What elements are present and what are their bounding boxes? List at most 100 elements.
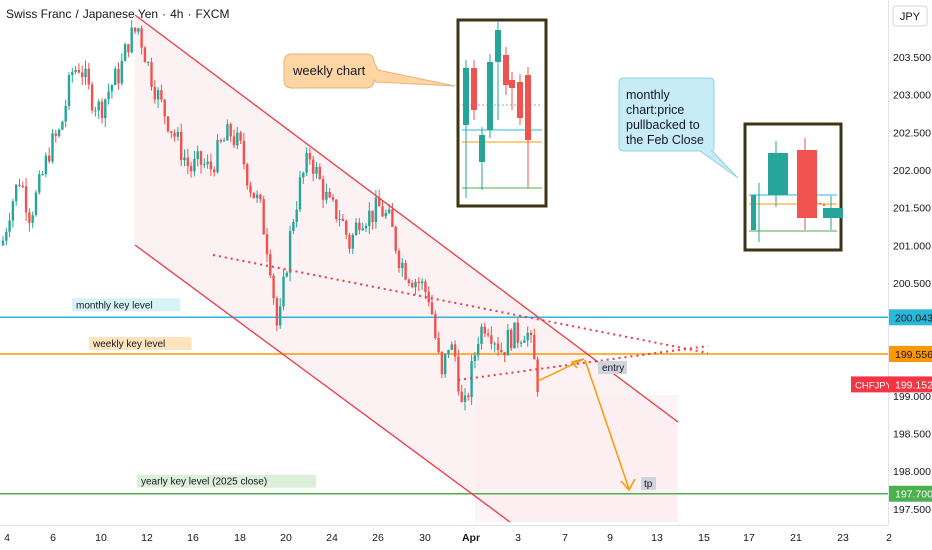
time-tick-label: 13 <box>651 532 663 544</box>
price-axis-bg <box>888 0 932 525</box>
quote-currency: Japanese Yen <box>82 7 159 21</box>
bear-candle <box>318 166 321 180</box>
bull-candle <box>71 71 74 76</box>
price-tick-label: 201.500 <box>893 203 931 215</box>
weekly-price-tag: 199.556 <box>895 349 932 361</box>
time-tick-label: 12 <box>141 532 153 544</box>
bull-candle <box>8 220 11 232</box>
bear-candle <box>100 101 104 119</box>
price-tick-label: 202.000 <box>893 165 931 177</box>
bull-candle <box>110 85 114 92</box>
symbol-tag-bg <box>851 376 890 393</box>
bull-candle <box>123 44 127 62</box>
price-tick-label: 197.500 <box>893 504 931 516</box>
bear-candle <box>24 186 28 213</box>
time-tick-label: 6 <box>50 532 56 544</box>
inset-candle <box>768 153 788 195</box>
weekly-callout-text: weekly chart <box>292 63 366 78</box>
currency-label: JPY <box>900 11 921 23</box>
bear-candle <box>54 133 57 136</box>
bear-candle <box>510 329 513 349</box>
bear-candle <box>252 192 255 199</box>
inset-candle <box>525 75 531 140</box>
bear-candle <box>28 212 31 223</box>
bull-candle <box>354 222 358 235</box>
bear-candle <box>341 218 345 221</box>
bear-candle <box>348 234 351 249</box>
bull-candle <box>61 121 64 130</box>
bear-candle <box>394 226 397 251</box>
inset-candle <box>495 30 501 62</box>
entry-arrow <box>537 358 585 382</box>
inset-candle <box>823 208 843 218</box>
monthly-key-level-label: monthly key level <box>76 300 153 311</box>
weekly-callout-bubble <box>283 53 456 89</box>
bull-candle <box>523 340 526 343</box>
bear-candle <box>312 159 315 174</box>
time-tick-label: 4 <box>4 532 10 544</box>
bear-candle <box>170 131 173 133</box>
channel-upper-line <box>134 14 679 423</box>
time-tick-label: 7 <box>562 532 568 544</box>
bear-candle <box>150 62 153 87</box>
bull-candle <box>338 218 341 220</box>
bear-candle <box>189 166 193 172</box>
bull-candle <box>387 209 391 213</box>
symbol-tag: CHFJPY <box>855 380 893 391</box>
current-price-tag-bg <box>889 376 932 393</box>
bull-candle <box>130 27 133 53</box>
price-tick-label: 201.000 <box>893 240 931 252</box>
bear-candle <box>173 132 176 137</box>
bear-candle <box>272 275 275 299</box>
bull-candle <box>74 69 77 72</box>
bull-candle <box>11 201 15 221</box>
price-axis: JPY 203.500 203.000 202.500 202.000 201.500 20… <box>851 0 932 525</box>
monthly-inset-frame <box>743 122 843 252</box>
bull-candle <box>147 62 150 64</box>
projection-area <box>475 395 678 522</box>
bull-candle <box>351 234 354 249</box>
bull-candle <box>183 157 186 161</box>
time-axis: 4 6 10 12 16 18 20 24 26 30 Apr 3 7 9 13 15 17 21 23 2 <box>0 525 932 550</box>
bear-candle <box>163 99 166 117</box>
time-tick-label: 30 <box>419 532 431 544</box>
currency-box[interactable] <box>892 5 928 27</box>
bull-candle <box>34 192 38 216</box>
bear-candle <box>457 356 460 392</box>
bear-candle <box>486 333 490 336</box>
inset-candle <box>471 68 477 110</box>
bull-candle <box>44 155 48 174</box>
price-tick-label: 203.500 <box>893 52 931 64</box>
bear-candle <box>371 210 374 222</box>
time-tick-label: 15 <box>698 532 710 544</box>
bull-candle <box>120 61 123 84</box>
base-currency: Swiss Franc <box>6 7 72 21</box>
bull-candle <box>493 343 496 345</box>
bull-candle <box>447 349 450 354</box>
bear-candle <box>533 335 536 360</box>
bull-candle <box>450 344 453 350</box>
triangle-lower-line <box>457 345 709 381</box>
bull-candle <box>315 166 318 174</box>
bull-candle <box>94 110 97 112</box>
bull-candle <box>473 355 477 362</box>
bear-candle <box>424 281 427 292</box>
bear-candle <box>381 206 384 217</box>
bear-candle <box>453 344 457 357</box>
entry-arrow-head <box>570 358 585 369</box>
bear-candle <box>143 47 147 63</box>
candles <box>1 20 539 411</box>
title-separator: · <box>187 7 192 21</box>
bear-candle <box>503 352 506 356</box>
bear-candle <box>434 314 437 338</box>
interval[interactable]: 4h <box>170 7 184 21</box>
bear-candle <box>397 250 401 269</box>
bull-candle <box>401 262 404 269</box>
bear-candle <box>90 84 94 111</box>
bear-candle <box>391 209 394 227</box>
weekly-price-tag-bg <box>889 345 932 362</box>
bear-candle <box>427 291 430 303</box>
bull-candle <box>15 184 18 202</box>
